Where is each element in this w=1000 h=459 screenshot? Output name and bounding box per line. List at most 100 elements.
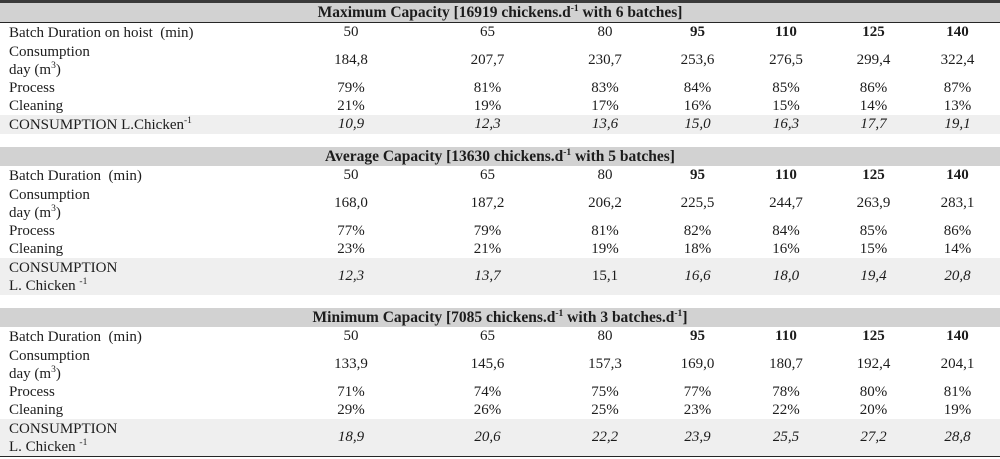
text-run: CONSUMPTION: [9, 259, 118, 276]
text-run: CONSUMPTION L.Chicken: [9, 116, 184, 133]
cell-batch-duration-0: 50: [343, 328, 359, 344]
capacity-table-average-capacity: Average Capacity [13630 chickens.d-1 wit…: [0, 147, 1000, 295]
cell-cleaning-3: 23%: [683, 401, 712, 418]
cell-batch-duration-4: 110: [775, 328, 797, 344]
table-title: Average Capacity [13630 chickens.d-1 wit…: [0, 147, 1000, 166]
cell-cleaning-6: 19%: [943, 401, 972, 418]
label-line: Cleaning: [9, 401, 282, 419]
cell-batch-duration-4: 110: [775, 167, 797, 183]
superscript: -1: [674, 308, 683, 319]
label-line: Process: [9, 383, 282, 401]
cell-consumption-day-2: 157,3: [588, 356, 622, 372]
text-run: with 6 batches]: [578, 4, 683, 21]
cell-batch-duration-4: 110: [775, 24, 797, 40]
label-line: Batch Duration (min): [9, 328, 282, 346]
cell-cleaning-5: 20%: [859, 401, 888, 418]
cell-consumption-per-chicken-3: 23,9: [655, 419, 740, 456]
row-batch-duration: Batch Duration (min) 50 65 80 95 110 125 140: [0, 327, 1000, 346]
cell-consumption-day-5: 299,4: [856, 52, 891, 68]
text-run: Batch Duration (min): [9, 167, 142, 184]
text-run: Minimum Capacity [7085 chickens.d: [312, 309, 556, 326]
label-line: Batch Duration on hoist (min): [9, 24, 282, 42]
cell-consumption-day-4: 276,5: [769, 52, 803, 68]
text-run: with 3 batches.d: [563, 309, 675, 326]
cell-cleaning-1: 19%: [473, 97, 502, 114]
text-run: day (m: [9, 365, 52, 382]
cell-batch-duration-5: 125: [862, 328, 885, 344]
label-line: Cleaning: [9, 240, 282, 258]
cell-batch-duration-1: 65: [480, 328, 495, 344]
text-run: ): [55, 61, 61, 78]
cell-process-3: 77%: [683, 383, 712, 400]
label-line: CONSUMPTION: [9, 259, 282, 277]
cell-process-3: 82%: [683, 222, 712, 239]
cell-batch-duration-6: 140: [946, 328, 969, 344]
cell-cleaning-0: 29%: [337, 401, 365, 418]
cell-process-1: 79%: [473, 222, 502, 239]
cell-cleaning-4: 15%: [772, 97, 800, 114]
cell-process-4: 84%: [772, 222, 800, 239]
cell-cleaning-3: 16%: [683, 97, 712, 114]
cell-consumption-day-1: 187,2: [470, 195, 505, 211]
data-table: Batch Duration (min) 50 65 80 95 110 125 140 Con…: [0, 327, 1000, 456]
cell-cleaning-1: 26%: [473, 401, 502, 418]
cell-process-2: 75%: [591, 383, 619, 400]
superscript: -1: [79, 437, 88, 448]
row-label-batch-duration: Batch Duration (min): [0, 166, 282, 185]
label-line: Process: [9, 79, 282, 97]
row-label-consumption-per-chicken: CONSUMPTION L.Chicken-1: [0, 115, 282, 134]
text-run: day (m: [9, 61, 52, 78]
cell-process-6: 81%: [943, 383, 972, 400]
cell-batch-duration-3: 95: [690, 328, 705, 344]
row-consumption-per-chicken: CONSUMPTION L. Chicken -1 12,3 13,7 15,1 16,6…: [0, 258, 1000, 295]
row-label-cleaning: Cleaning: [0, 240, 282, 258]
row-label-batch-duration: Batch Duration (min): [0, 327, 282, 346]
cell-consumption-day-2: 230,7: [588, 52, 622, 68]
row-label-cleaning: Cleaning: [0, 401, 282, 419]
cell-cleaning-0: 21%: [337, 97, 365, 114]
cell-batch-duration-1: 65: [480, 167, 495, 183]
row-label-process: Process: [0, 222, 282, 240]
cell-consumption-per-chicken-1: 13,7: [420, 258, 555, 295]
cell-consumption-day-4: 244,7: [769, 195, 803, 211]
cell-batch-duration-0: 50: [343, 167, 359, 183]
data-table: Batch Duration (min) 50 65 80 95 110 125 140 Con…: [0, 166, 1000, 295]
cell-consumption-day-0: 168,0: [334, 195, 368, 211]
row-process: Process 79% 81% 83% 84% 85% 86% 87%: [0, 79, 1000, 97]
cell-consumption-per-chicken-3: 15,0: [655, 115, 740, 134]
row-cleaning: Cleaning 23% 21% 19% 18% 16% 15% 14%: [0, 240, 1000, 258]
superscript: -1: [79, 276, 88, 287]
cell-cleaning-3: 18%: [683, 240, 712, 257]
cell-consumption-per-chicken-5: 19,4: [832, 258, 915, 295]
row-consumption-day: Consumption day (m3) 133,9 145,6 157,3 169,0 1…: [0, 346, 1000, 383]
label-line: L. Chicken -1: [9, 438, 282, 456]
text-run: ): [55, 204, 61, 221]
cell-consumption-day-6: 322,4: [940, 52, 975, 68]
cell-batch-duration-2: 80: [597, 24, 613, 40]
label-line: Cleaning: [9, 97, 282, 115]
row-consumption-day: Consumption day (m3) 168,0 187,2 206,2 225,5 2…: [0, 185, 1000, 222]
row-consumption-per-chicken: CONSUMPTION L.Chicken-1 10,9 12,3 13,6 15,0 1…: [0, 115, 1000, 134]
cell-consumption-per-chicken-2: 15,1: [555, 258, 655, 295]
cell-cleaning-0: 23%: [337, 240, 365, 257]
table-title: Minimum Capacity [7085 chickens.d -1 with…: [0, 308, 1000, 327]
cell-batch-duration-6: 140: [946, 167, 969, 183]
cell-consumption-day-5: 263,9: [856, 195, 891, 211]
row-consumption-day: Consumption day (m3) 184,8 207,7 230,7 253,6 2…: [0, 42, 1000, 79]
cell-process-0: 77%: [337, 222, 365, 239]
superscript: 3: [51, 60, 56, 71]
cell-consumption-day-4: 180,7: [769, 356, 803, 372]
text-run: day (m: [9, 204, 52, 221]
cell-consumption-per-chicken-6: 28,8: [915, 419, 1000, 456]
cell-process-5: 85%: [859, 222, 888, 239]
cell-batch-duration-5: 125: [862, 167, 885, 183]
row-cleaning: Cleaning 29% 26% 25% 23% 22% 20% 19%: [0, 401, 1000, 419]
label-line: day (m3): [9, 365, 282, 383]
cell-consumption-day-2: 206,2: [588, 195, 622, 211]
label-line: day (m3): [9, 61, 282, 79]
capacity-table-maximum-capacity: Maximum Capacity [16919 chickens.d-1 wit…: [0, 0, 1000, 134]
cell-process-0: 71%: [337, 383, 365, 400]
cell-batch-duration-3: 95: [690, 24, 705, 40]
